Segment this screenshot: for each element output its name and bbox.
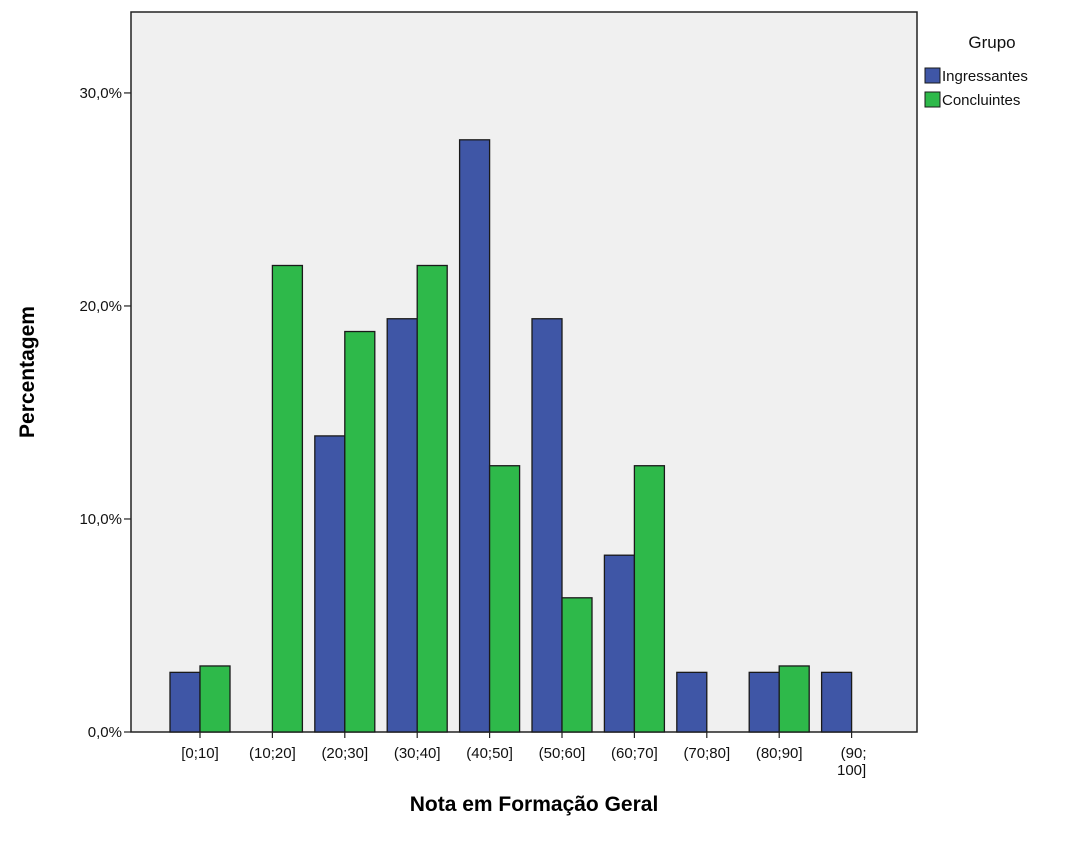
bar-concluintes-2 (344, 330, 376, 733)
y-tick-label: 20,0% (79, 298, 122, 315)
bar-concluintes-8 (778, 665, 810, 733)
bar-ingressantes-3 (386, 318, 418, 733)
bar-concluintes-4 (488, 465, 521, 733)
bar-concluintes-6 (633, 465, 666, 733)
y-tick-label: 0,0% (88, 724, 122, 741)
x-tick-label: [0;10] (181, 745, 219, 762)
bar-concluintes-1 (271, 264, 304, 733)
x-tick-label: (10;20] (249, 745, 296, 762)
bar-ingressantes-6 (603, 554, 636, 733)
bar-ingressantes-4 (458, 139, 491, 733)
x-tick-label: (80;90] (756, 745, 803, 762)
legend-swatch-ingressantes (924, 67, 941, 84)
legend: Grupo Ingressantes Concluintes (924, 33, 1028, 109)
y-tick-label: 30,0% (79, 85, 122, 102)
legend-swatch-concluintes (924, 91, 941, 108)
y-axis-ticks: 0,0% 10,0% 20,0% 30,0% (79, 85, 131, 741)
legend-title: Grupo (968, 33, 1015, 52)
x-tick-label: (50;60] (539, 745, 586, 762)
x-axis-tick-labels: [0;10] (10;20] (20;30] (30;40] (40;50] (50;60… (181, 732, 867, 779)
bar-ingressantes-9 (820, 671, 853, 733)
x-tick-label: (30;40] (394, 745, 441, 762)
bar-ingressantes-0 (169, 671, 201, 733)
x-tick-label: (60;70] (611, 745, 658, 762)
bar-concluintes-5 (561, 597, 593, 733)
legend-label-ingressantes: Ingressantes (942, 68, 1028, 85)
x-tick-label: (70;80] (683, 745, 730, 762)
bar-concluintes-0 (199, 665, 231, 733)
legend-label-concluintes: Concluintes (942, 92, 1020, 109)
x-tick-label: (90; 100] (837, 745, 867, 779)
bar-ingressantes-8 (748, 671, 780, 733)
bar-concluintes-3 (416, 264, 448, 733)
bar-ingressantes-7 (676, 671, 708, 733)
x-axis-title: Nota em Formação Geral (410, 793, 659, 816)
bars (169, 139, 853, 733)
bar-ingressantes-5 (531, 318, 563, 733)
plot-area (130, 11, 918, 733)
y-axis-title: Percentagem (16, 306, 39, 438)
y-tick-label: 10,0% (79, 511, 122, 528)
x-tick-label: (20;30] (321, 745, 368, 762)
x-tick-label: (40;50] (466, 745, 513, 762)
bar-ingressantes-2 (314, 435, 346, 733)
